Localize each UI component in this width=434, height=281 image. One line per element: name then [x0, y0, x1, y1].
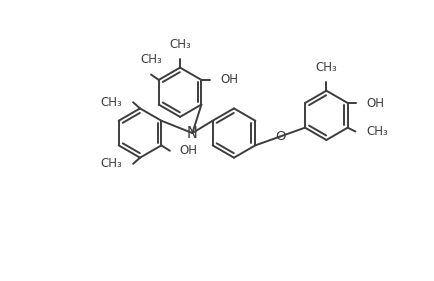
Text: OH: OH: [220, 73, 238, 87]
Text: CH₃: CH₃: [140, 53, 162, 66]
Text: OH: OH: [180, 144, 198, 157]
Text: OH: OH: [366, 96, 384, 110]
Text: O: O: [275, 130, 286, 143]
Text: CH₃: CH₃: [316, 61, 337, 74]
Text: N: N: [187, 126, 198, 140]
Text: CH₃: CH₃: [101, 96, 122, 109]
Text: CH₃: CH₃: [101, 157, 122, 170]
Text: CH₃: CH₃: [366, 125, 388, 138]
Text: CH₃: CH₃: [169, 38, 191, 51]
